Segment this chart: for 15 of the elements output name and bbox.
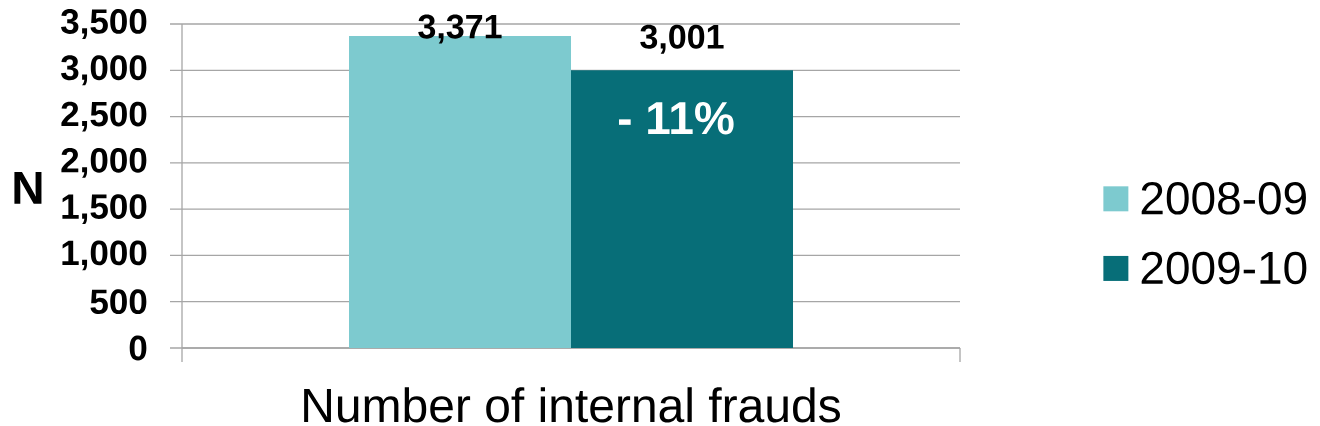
y-tick-label: 3,000 xyxy=(61,55,147,86)
data-label: 3,001 xyxy=(640,24,724,54)
y-tick-label: 0 xyxy=(129,335,147,361)
x-tick-label: Number of internal frauds xyxy=(304,387,840,423)
annotation: - 11% xyxy=(618,102,734,135)
y-tick-label: 2,000 xyxy=(61,147,147,178)
legend-label: 2008-09 xyxy=(1141,182,1306,215)
y-tick-label: 3,500 xyxy=(61,9,147,39)
y-tick-label: 1,500 xyxy=(62,194,147,225)
data-label: 3,371 xyxy=(418,14,502,44)
legend-label: 2009-10 xyxy=(1141,251,1307,285)
y-tick-label: 1,000 xyxy=(62,240,147,271)
y-tick-label: 2,500 xyxy=(61,101,147,132)
y-axis-title: N xyxy=(14,172,42,204)
y-tick-label: 500 xyxy=(90,289,147,315)
